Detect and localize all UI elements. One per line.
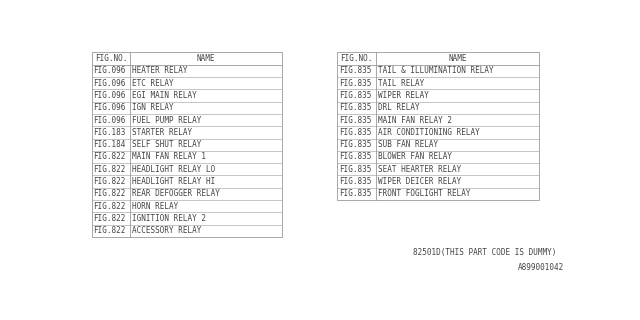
- Text: FIG.NO.: FIG.NO.: [340, 54, 373, 63]
- Text: HEADLIGHT RELAY HI: HEADLIGHT RELAY HI: [132, 177, 215, 186]
- Text: FIG.835: FIG.835: [339, 103, 371, 112]
- Text: MAIN FAN RELAY 1: MAIN FAN RELAY 1: [132, 152, 206, 162]
- Text: FIG.822: FIG.822: [93, 177, 125, 186]
- Text: FIG.096: FIG.096: [93, 116, 125, 124]
- Text: FIG.NO.: FIG.NO.: [95, 54, 127, 63]
- Text: STARTER RELAY: STARTER RELAY: [132, 128, 192, 137]
- Text: 82501D(THIS PART CODE IS DUMMY): 82501D(THIS PART CODE IS DUMMY): [413, 248, 557, 257]
- Text: FUEL PUMP RELAY: FUEL PUMP RELAY: [132, 116, 202, 124]
- Bar: [337, 52, 539, 200]
- Text: FIG.822: FIG.822: [93, 227, 125, 236]
- Text: NAME: NAME: [448, 54, 467, 63]
- Text: A899001042: A899001042: [518, 263, 564, 272]
- Text: BLOWER FAN RELAY: BLOWER FAN RELAY: [378, 152, 452, 162]
- Text: SEAT HEARTER RELAY: SEAT HEARTER RELAY: [378, 165, 461, 174]
- Text: EGI MAIN RELAY: EGI MAIN RELAY: [132, 91, 196, 100]
- Text: FIG.835: FIG.835: [339, 116, 371, 124]
- Text: FIG.835: FIG.835: [339, 128, 371, 137]
- Text: HEATER RELAY: HEATER RELAY: [132, 66, 188, 75]
- Text: IGN RELAY: IGN RELAY: [132, 103, 173, 112]
- Text: FIG.835: FIG.835: [339, 66, 371, 75]
- Text: TAIL RELAY: TAIL RELAY: [378, 78, 424, 88]
- Text: FRONT FOGLIGHT RELAY: FRONT FOGLIGHT RELAY: [378, 189, 470, 198]
- Text: FIG.096: FIG.096: [93, 78, 125, 88]
- Text: FIG.835: FIG.835: [339, 140, 371, 149]
- Text: FIG.183: FIG.183: [93, 128, 125, 137]
- Text: FIG.822: FIG.822: [93, 165, 125, 174]
- Text: HORN RELAY: HORN RELAY: [132, 202, 178, 211]
- Text: FIG.835: FIG.835: [339, 152, 371, 162]
- Text: REAR DEFOGGER RELAY: REAR DEFOGGER RELAY: [132, 189, 220, 198]
- Text: FIG.096: FIG.096: [93, 66, 125, 75]
- Text: SUB FAN RELAY: SUB FAN RELAY: [378, 140, 438, 149]
- Text: FIG.835: FIG.835: [339, 177, 371, 186]
- Text: ACCESSORY RELAY: ACCESSORY RELAY: [132, 227, 202, 236]
- Text: FIG.835: FIG.835: [339, 78, 371, 88]
- Text: IGNITION RELAY 2: IGNITION RELAY 2: [132, 214, 206, 223]
- Text: FIG.835: FIG.835: [339, 91, 371, 100]
- Text: ETC RELAY: ETC RELAY: [132, 78, 173, 88]
- Text: NAME: NAME: [196, 54, 215, 63]
- Text: SELF SHUT RELAY: SELF SHUT RELAY: [132, 140, 202, 149]
- Text: MAIN FAN RELAY 2: MAIN FAN RELAY 2: [378, 116, 452, 124]
- Text: WIPER RELAY: WIPER RELAY: [378, 91, 428, 100]
- Text: DRL RELAY: DRL RELAY: [378, 103, 419, 112]
- Text: FIG.835: FIG.835: [339, 189, 371, 198]
- Text: FIG.184: FIG.184: [93, 140, 125, 149]
- Text: WIPER DEICER RELAY: WIPER DEICER RELAY: [378, 177, 461, 186]
- Text: FIG.835: FIG.835: [339, 165, 371, 174]
- Text: AIR CONDITIONING RELAY: AIR CONDITIONING RELAY: [378, 128, 479, 137]
- Text: FIG.096: FIG.096: [93, 91, 125, 100]
- Text: HEADLIGHT RELAY LO: HEADLIGHT RELAY LO: [132, 165, 215, 174]
- Text: FIG.822: FIG.822: [93, 202, 125, 211]
- Text: TAIL & ILLUMINATION RELAY: TAIL & ILLUMINATION RELAY: [378, 66, 493, 75]
- Text: FIG.822: FIG.822: [93, 152, 125, 162]
- Text: FIG.822: FIG.822: [93, 189, 125, 198]
- Text: FIG.096: FIG.096: [93, 103, 125, 112]
- Bar: [92, 52, 282, 237]
- Text: FIG.822: FIG.822: [93, 214, 125, 223]
